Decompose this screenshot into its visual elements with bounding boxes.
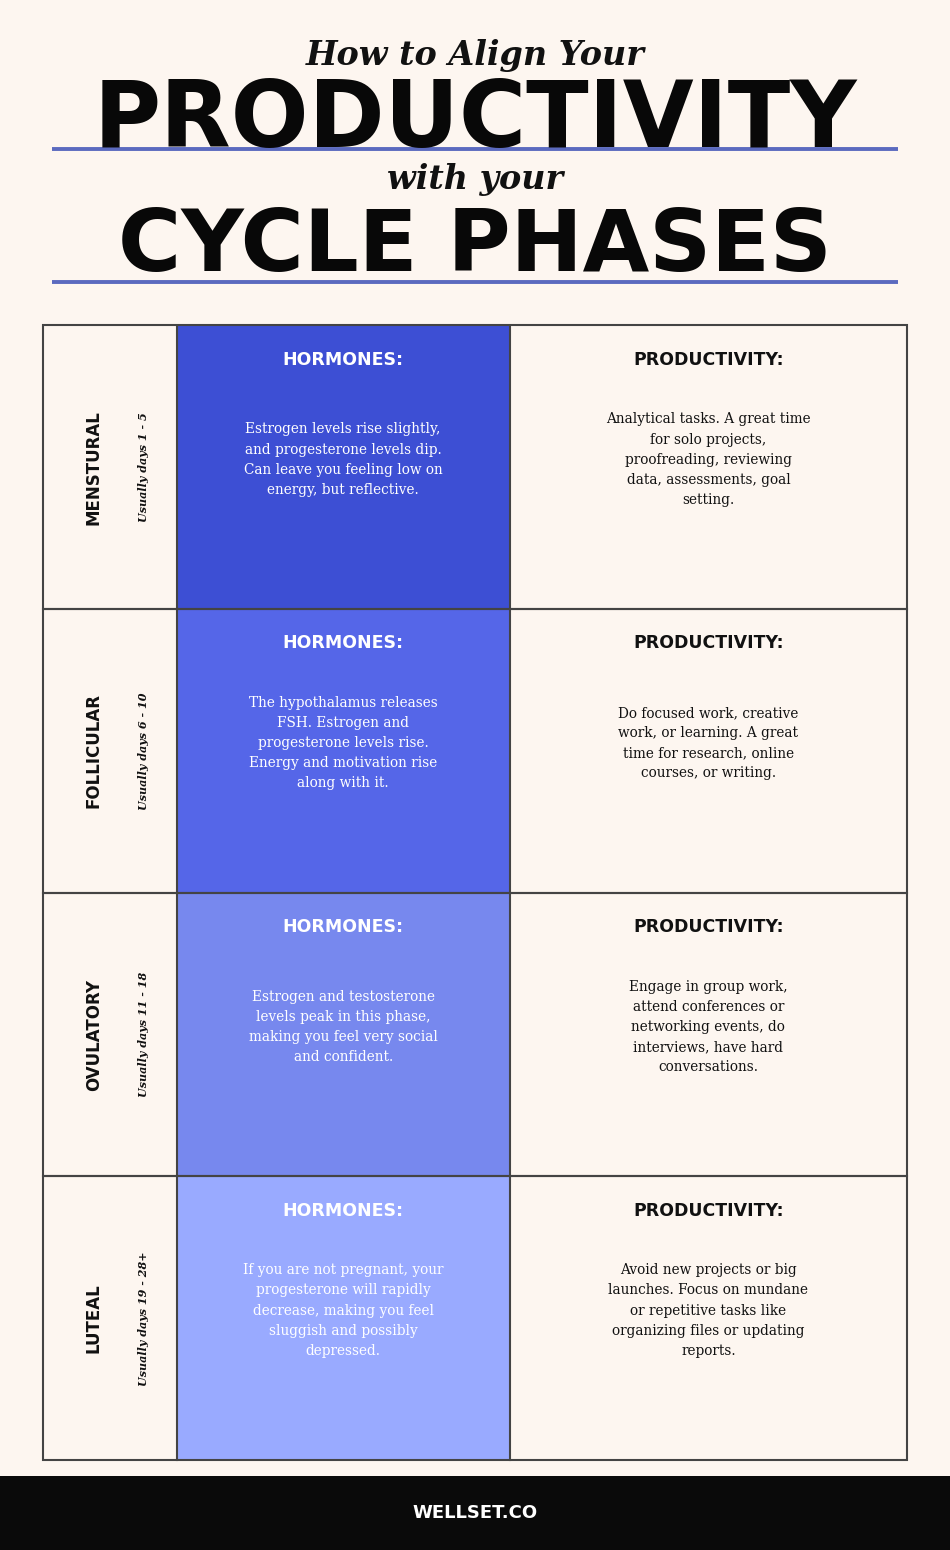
Text: HORMONES:: HORMONES: — [282, 918, 404, 936]
Bar — [177, 609, 509, 893]
Text: Usually days 6 - 10: Usually days 6 - 10 — [138, 693, 149, 809]
Bar — [43, 1176, 907, 1460]
Text: FOLLICULAR: FOLLICULAR — [85, 693, 103, 809]
Text: with your: with your — [387, 163, 563, 197]
Bar — [509, 609, 907, 893]
Bar — [177, 1176, 509, 1460]
Text: Engage in group work,
attend conferences or
networking events, do
interviews, ha: Engage in group work, attend conferences… — [629, 980, 788, 1074]
Text: HORMONES:: HORMONES: — [282, 634, 404, 653]
Bar — [43, 893, 907, 1176]
Bar — [43, 1176, 177, 1460]
Bar — [43, 326, 907, 609]
Text: How to Align Your: How to Align Your — [306, 39, 644, 73]
Text: Do focused work, creative
work, or learning. A great
time for research, online
c: Do focused work, creative work, or learn… — [618, 707, 799, 780]
Bar — [43, 609, 907, 893]
Text: Usually days 11 - 18: Usually days 11 - 18 — [138, 972, 149, 1097]
Text: PRODUCTIVITY:: PRODUCTIVITY: — [633, 918, 784, 936]
Text: Avoid new projects or big
launches. Focus on mundane
or repetitive tasks like
or: Avoid new projects or big launches. Focu… — [608, 1263, 808, 1358]
Text: PRODUCTIVITY: PRODUCTIVITY — [93, 76, 857, 166]
Text: Analytical tasks. A great time
for solo projects,
proofreading, reviewing
data, : Analytical tasks. A great time for solo … — [606, 412, 810, 507]
Text: HORMONES:: HORMONES: — [282, 350, 404, 369]
Text: Usually days 1 - 5: Usually days 1 - 5 — [138, 412, 149, 522]
Bar — [177, 893, 509, 1176]
Text: Estrogen and testosterone
levels peak in this phase,
making you feel very social: Estrogen and testosterone levels peak in… — [249, 990, 438, 1063]
Text: If you are not pregnant, your
progesterone will rapidly
decrease, making you fee: If you are not pregnant, your progestero… — [243, 1263, 444, 1358]
Text: LUTEAL: LUTEAL — [85, 1283, 103, 1353]
Text: OVULATORY: OVULATORY — [85, 978, 103, 1091]
Bar — [43, 326, 177, 609]
Text: PRODUCTIVITY:: PRODUCTIVITY: — [633, 350, 784, 369]
Bar — [509, 326, 907, 609]
Text: The hypothalamus releases
FSH. Estrogen and
progesterone levels rise.
Energy and: The hypothalamus releases FSH. Estrogen … — [249, 696, 438, 790]
Bar — [0, 1476, 950, 1550]
Bar — [43, 893, 177, 1176]
Bar — [177, 326, 509, 609]
Text: Usually days 19 - 28+: Usually days 19 - 28+ — [138, 1251, 149, 1386]
Text: WELLSET.CO: WELLSET.CO — [412, 1504, 538, 1522]
Text: HORMONES:: HORMONES: — [282, 1201, 404, 1220]
Text: PRODUCTIVITY:: PRODUCTIVITY: — [633, 1201, 784, 1220]
Text: CYCLE PHASES: CYCLE PHASES — [118, 206, 832, 290]
Bar — [509, 893, 907, 1176]
Bar — [509, 1176, 907, 1460]
Text: Estrogen levels rise slightly,
and progesterone levels dip.
Can leave you feelin: Estrogen levels rise slightly, and proge… — [244, 423, 443, 496]
Bar — [43, 609, 177, 893]
Text: MENSTURAL: MENSTURAL — [85, 409, 103, 525]
Text: PRODUCTIVITY:: PRODUCTIVITY: — [633, 634, 784, 653]
